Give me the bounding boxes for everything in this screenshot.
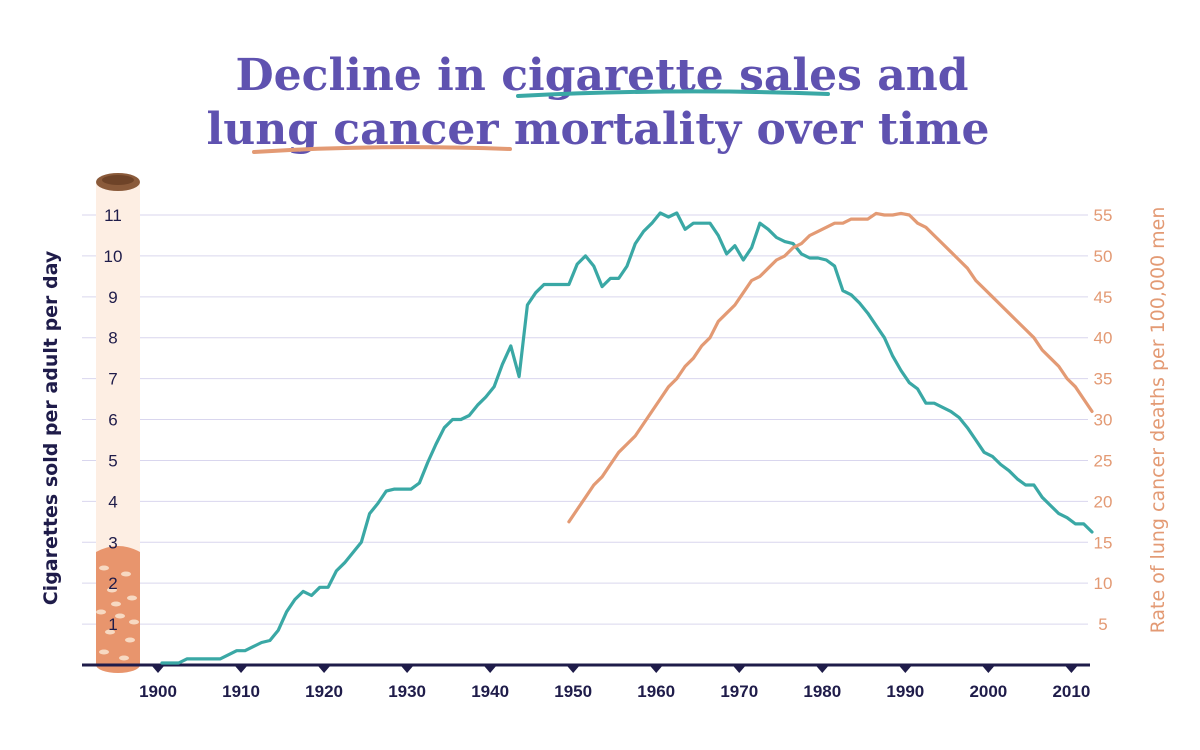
y-tick-label-left: 2 xyxy=(108,574,117,593)
x-tick-label: 1910 xyxy=(222,682,260,701)
y-tick-label-left: 3 xyxy=(108,533,117,552)
y-tick-label-right: 30 xyxy=(1094,411,1113,430)
x-tick-marker xyxy=(816,666,829,673)
title-line-1-part-a: Decline in xyxy=(236,50,502,101)
chart-title: Decline in cigarette sales and lung canc… xyxy=(207,50,990,155)
title-line-1-part-c: and xyxy=(862,50,969,101)
cigarette-paper xyxy=(96,182,140,552)
filter-speckle xyxy=(96,609,106,615)
x-tick-marker xyxy=(152,666,164,673)
x-axis-ticks: 1900 1910 1920 1930 1940 1950 1960 1970 1980 1990… xyxy=(139,666,1090,701)
y-tick-label-right: 20 xyxy=(1094,492,1113,511)
y-tick-label-left: 6 xyxy=(108,411,117,430)
filter-speckle xyxy=(125,637,135,643)
filter-speckle xyxy=(105,629,115,635)
y-tick-label-left: 11 xyxy=(104,206,122,225)
cigarette-illustration xyxy=(96,173,140,673)
x-tick-marker xyxy=(733,666,746,673)
filter-speckle xyxy=(99,565,109,571)
left-axis-ticks: 1 2 3 4 5 6 7 8 9 10 11 xyxy=(104,206,123,634)
x-tick-label: 1930 xyxy=(388,682,426,701)
y-tick-label-right: 55 xyxy=(1094,206,1113,225)
y-tick-label-right: 15 xyxy=(1094,533,1113,552)
title-underline-sales xyxy=(516,89,830,98)
x-tick-marker xyxy=(650,666,663,673)
x-tick-label: 1950 xyxy=(554,682,592,701)
filter-speckle xyxy=(115,613,125,619)
filter-speckle xyxy=(107,587,117,593)
x-tick-label: 1960 xyxy=(637,682,675,701)
y-tick-label-left: 7 xyxy=(108,370,117,389)
series-line-cigarette-sales xyxy=(160,211,1094,665)
x-tick-marker xyxy=(982,666,995,673)
right-axis-ticks: 5 10 15 20 25 30 35 40 45 50 55 xyxy=(1094,206,1113,634)
y-axis-title-left: Cigarettes sold per adult per day xyxy=(40,250,62,605)
x-tick-label: 2000 xyxy=(969,682,1007,701)
cigarette-filter-edge xyxy=(96,546,140,552)
series-line-lung-cancer-mortality xyxy=(567,211,1094,524)
y-tick-label-right: 5 xyxy=(1098,615,1107,634)
x-tick-marker xyxy=(484,666,497,673)
x-tick-label: 1920 xyxy=(305,682,343,701)
x-tick-marker xyxy=(899,666,912,673)
x-tick-label: 1900 xyxy=(139,682,177,701)
y-tick-label-left: 8 xyxy=(108,329,117,348)
x-tick-marker xyxy=(318,666,331,673)
y-tick-label-right: 45 xyxy=(1094,288,1113,307)
x-tick-label: 1990 xyxy=(886,682,924,701)
filter-speckle xyxy=(129,619,139,625)
y-tick-label-right: 10 xyxy=(1094,574,1113,593)
x-tick-marker xyxy=(567,666,580,673)
y-tick-label-left: 5 xyxy=(108,451,117,470)
x-tick-marker xyxy=(401,666,414,673)
series-layer xyxy=(160,211,1094,665)
y-tick-label-right: 40 xyxy=(1094,329,1113,348)
y-tick-label-left: 10 xyxy=(104,247,123,266)
cigarette-tip-ash-texture xyxy=(102,175,134,185)
y-tick-label-left: 4 xyxy=(108,492,117,511)
title-line-2-part-b: mortality over time xyxy=(499,104,990,155)
gridlines xyxy=(82,214,1088,625)
y-tick-label-right: 50 xyxy=(1094,247,1113,266)
x-tick-marker xyxy=(235,666,248,673)
cigarette-filter xyxy=(96,552,140,665)
title-underline-lung-cancer xyxy=(252,145,512,154)
x-tick-label: 1940 xyxy=(471,682,509,701)
y-tick-label-left: 1 xyxy=(108,615,117,634)
filter-speckle xyxy=(119,655,129,661)
y-axis-title-right: Rate of lung cancer deaths per 100,000 m… xyxy=(1147,207,1169,634)
y-tick-label-left: 9 xyxy=(108,288,117,307)
x-tick-label: 2010 xyxy=(1052,682,1090,701)
filter-speckle xyxy=(111,601,121,607)
filter-speckle xyxy=(121,571,131,577)
y-tick-label-right: 35 xyxy=(1094,370,1113,389)
x-tick-marker xyxy=(1065,666,1078,673)
y-tick-label-right: 25 xyxy=(1094,451,1113,470)
filter-speckle xyxy=(127,595,137,601)
filter-speckle xyxy=(99,649,109,655)
filter-speckles xyxy=(96,565,139,661)
x-tick-label: 1970 xyxy=(720,682,758,701)
x-tick-label: 1980 xyxy=(803,682,841,701)
